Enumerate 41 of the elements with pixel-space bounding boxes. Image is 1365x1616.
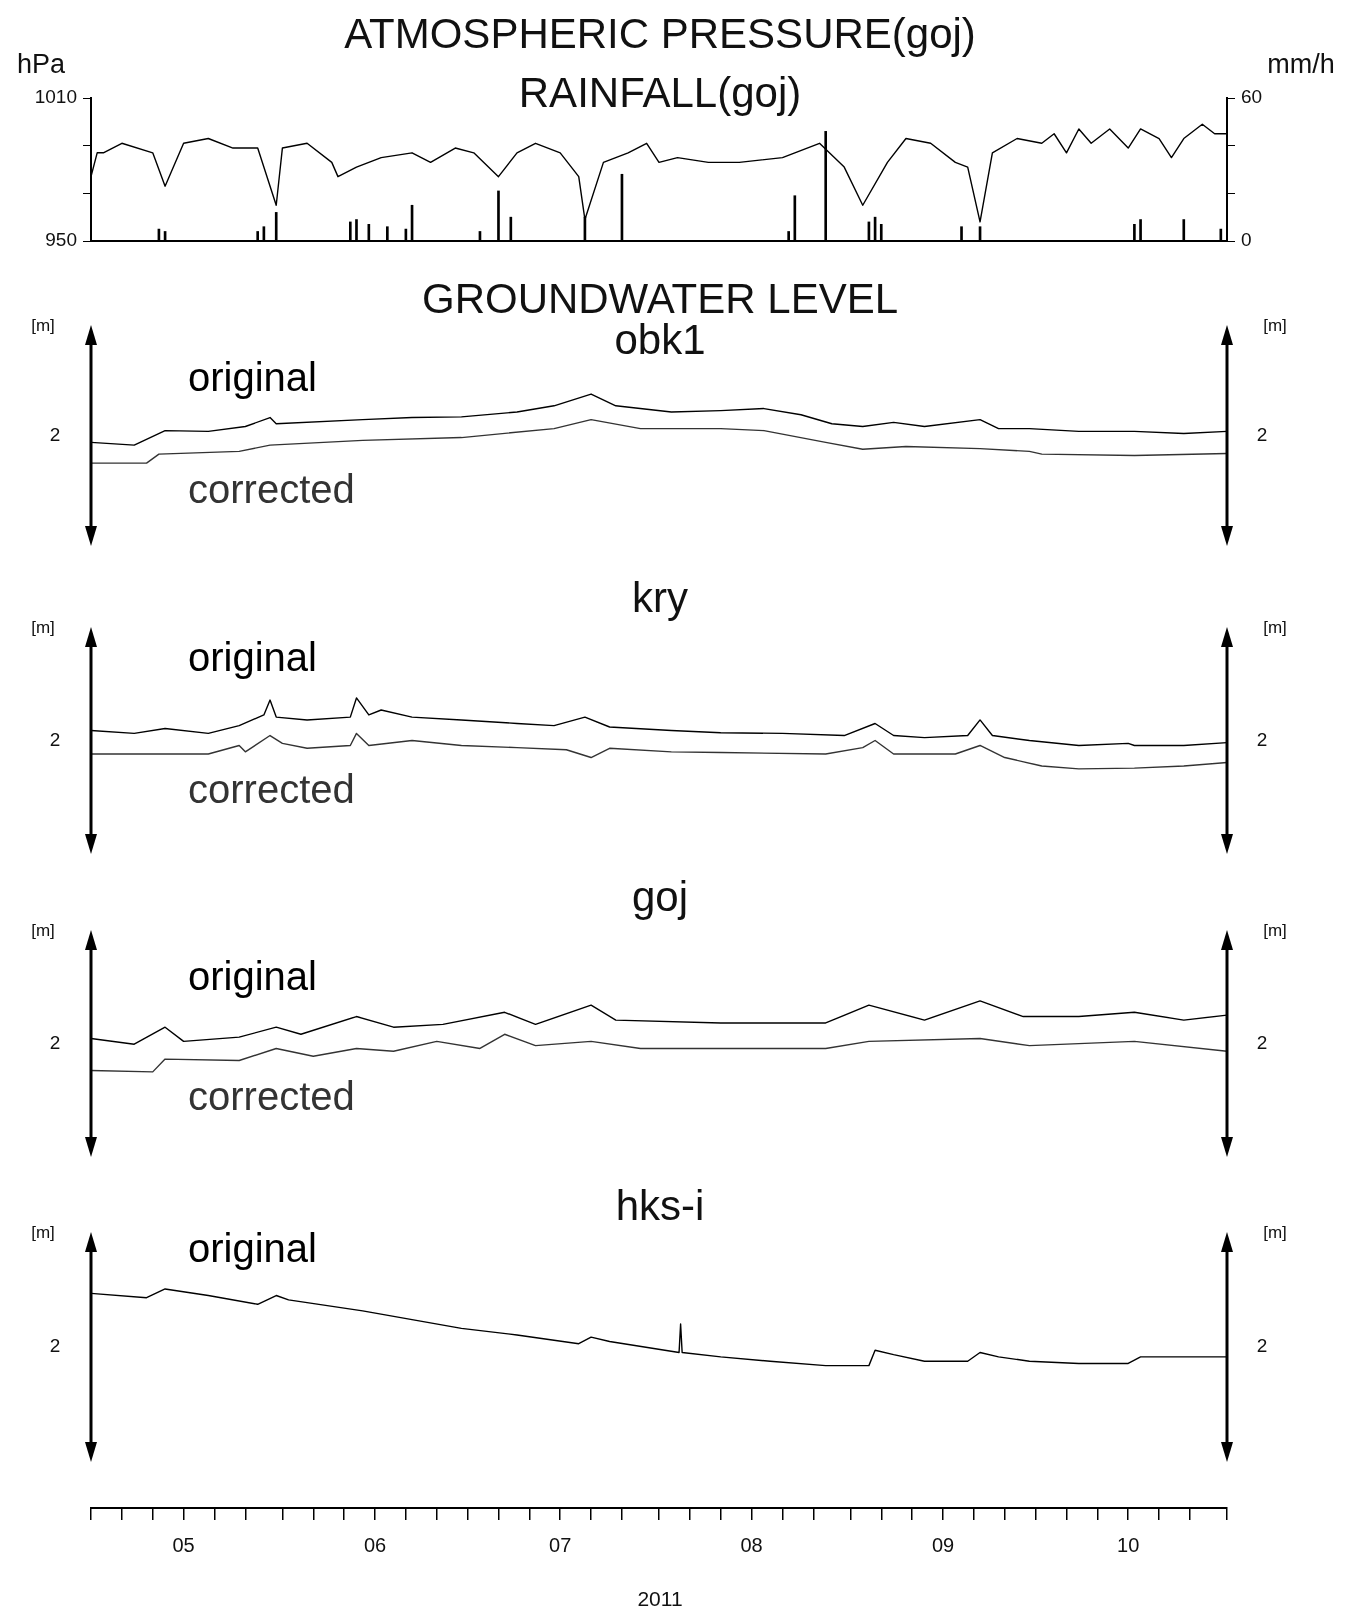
y2-axis-title: [m] [1263,1222,1287,1242]
y-tick-label: 950 [45,229,77,251]
text: 2 [49,1031,61,1053]
x-tick-label: 05 [172,1533,195,1556]
y-axis-title: hPa [16,48,66,79]
text: 2 [1256,423,1268,445]
y2-axis-title: mm/h [1267,48,1335,79]
series-label: corrected [188,1073,355,1118]
legend-label: original [188,1225,317,1270]
y-axis-title: [m] [31,920,55,940]
y-axis-title: [m] [31,315,55,335]
legend-label: original [188,634,317,679]
x-tick-label: 09 [931,1533,955,1556]
text: 2 [49,423,61,445]
y2-axis-title: [m] [1263,920,1287,940]
x-tick-label: 10 [1117,1533,1140,1556]
series-label: original [188,354,317,399]
y2-axis-title: [m] [1263,617,1287,637]
y2-tick-label: 60 [1241,86,1263,108]
chart-title: hks-i [615,1182,705,1229]
text: 2 [1256,1031,1268,1053]
y-axis-title: [m] [31,617,55,637]
y2-axis-title: [m] [1263,315,1287,335]
chart-title: goj [631,873,689,920]
y-tick-label: 1010 [34,86,77,108]
y2-tick-label: 0 [1241,229,1252,251]
chart-title: kry [632,574,688,621]
series-label: corrected [188,467,355,512]
x-tick-label: 08 [740,1533,763,1556]
chart-subtitle: RAINFALL(goj) [518,69,802,116]
x-axis-title: 2011 [637,1586,683,1610]
text: 2 [1256,1335,1268,1357]
text: 2 [1256,728,1268,750]
text: 2 [49,1335,61,1357]
x-tick-label: 06 [363,1533,387,1556]
series-label: original [188,953,317,998]
text: 2 [49,728,61,750]
x-tick-label: 07 [549,1533,572,1556]
series-label: corrected [188,767,355,812]
y-axis-title: [m] [31,1222,55,1242]
chart-title: ATMOSPHERIC PRESSURE(goj) [344,10,976,57]
